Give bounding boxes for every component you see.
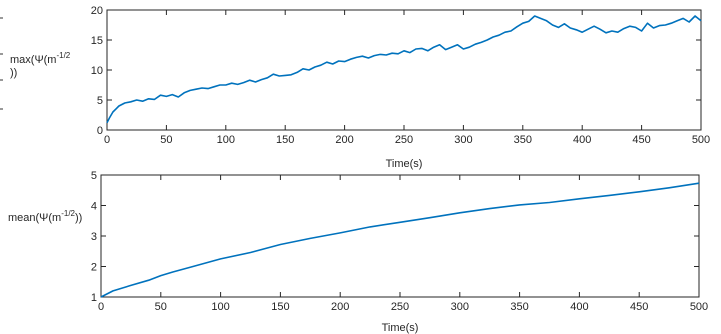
x-tick-label: 150 <box>276 134 294 146</box>
y-axis-label-suffix: )) <box>75 212 82 224</box>
x-tick-label: 350 <box>510 301 528 313</box>
x-tick-label: 200 <box>331 301 349 313</box>
series-line <box>106 15 702 124</box>
y-tick-label: 20 <box>91 5 103 17</box>
plot-area <box>100 174 700 298</box>
x-tick-label: 50 <box>155 301 167 313</box>
y-axis-label-prefix: mean(Ψ(m <box>8 212 61 224</box>
x-tick-labels: 0 50 100 150 200 250 300 350 400 450 500 <box>98 301 708 313</box>
y-tick-label: 0 <box>97 125 103 137</box>
x-tick-label: 300 <box>454 134 472 146</box>
series-line <box>100 182 700 298</box>
x-tick-label: 500 <box>690 301 708 313</box>
x-tick-label: 100 <box>211 301 229 313</box>
y-tick-label: 2 <box>91 262 97 274</box>
x-axis-label: Time(s) <box>386 158 423 170</box>
axis-ticks <box>100 174 700 298</box>
y-tick-label: 1 <box>91 292 97 304</box>
x-tick-label: 450 <box>632 134 650 146</box>
x-tick-label: 250 <box>395 134 413 146</box>
axis-ticks <box>106 9 702 131</box>
y-axis-label-prefix: max(Ψ(m <box>10 54 56 66</box>
x-tick-label: 50 <box>160 134 172 146</box>
x-tick-label: 450 <box>630 301 648 313</box>
y-axis-label-suffix: )) <box>10 67 17 79</box>
mean-psi-panel: 0 50 100 150 200 250 300 350 400 450 500 1 2 3 4 5 Tim… <box>8 170 708 334</box>
y-axis-label-superscript: -1/2 <box>61 209 75 218</box>
max-psi-panel: 0 50 100 150 200 250 300 350 400 450 500 05101520 … <box>10 5 710 170</box>
y-tick-label: 4 <box>91 201 97 213</box>
x-tick-label: 150 <box>271 301 289 313</box>
x-tick-label: 500 <box>692 134 710 146</box>
y-axis-label: max(Ψ(m-1/2 )) <box>10 49 73 79</box>
y-tick-label: 5 <box>97 95 103 107</box>
x-tick-label: 350 <box>514 134 532 146</box>
x-tick-labels: 0 50 100 150 200 250 300 350 400 450 500 <box>104 134 710 146</box>
x-tick-label: 200 <box>335 134 353 146</box>
y-tick-labels: 0 5 10 15 20 <box>91 5 103 137</box>
y-tick-label: 10 <box>91 65 103 77</box>
y-axis-label-superscript: -1/2 <box>56 51 70 60</box>
x-tick-label: 0 <box>98 301 104 313</box>
y-tick-label: 3 <box>91 231 97 243</box>
y-tick-labels: 1 2 3 4 5 <box>91 170 97 304</box>
plot-area <box>106 9 702 131</box>
y-axis-label: mean(Ψ(m-1/2)) <box>8 209 82 224</box>
x-axis-label: Time(s) <box>382 322 419 334</box>
x-tick-label: 300 <box>451 301 469 313</box>
x-tick-label: 400 <box>573 134 591 146</box>
x-tick-label: 250 <box>391 301 409 313</box>
x-tick-label: 0 <box>104 134 110 146</box>
left-edge-fragments <box>0 17 3 110</box>
x-tick-label: 400 <box>570 301 588 313</box>
y-tick-label: 15 <box>91 35 103 47</box>
x-tick-label: 100 <box>217 134 235 146</box>
y-tick-label: 5 <box>91 170 97 182</box>
